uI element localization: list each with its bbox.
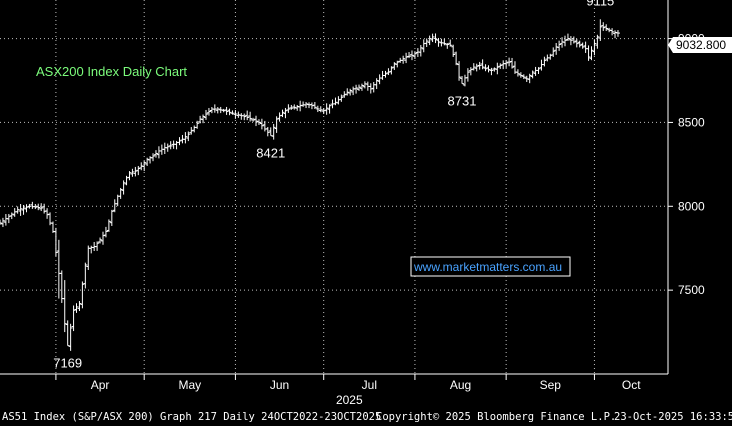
- x-tick-label: Apr: [91, 378, 110, 392]
- last-price-tag: 9032.800: [668, 37, 732, 53]
- x-tick-label: Oct: [622, 378, 641, 392]
- chart-labels: 7500800085009000AprMayJunJulAugSepOct202…: [53, 0, 705, 407]
- footer-timestamp: 23-Oct-2025 16:33:51: [614, 411, 732, 423]
- x-tick-label: May: [178, 378, 201, 392]
- annotation-label: 7169: [53, 356, 82, 371]
- watermark-box[interactable]: www.marketmatters.com.au: [410, 256, 571, 277]
- x-year-label: 2025: [336, 393, 363, 407]
- y-tick-label: 7500: [678, 283, 705, 297]
- y-tick-label: 8500: [678, 115, 705, 129]
- annotation-label: 9115: [586, 0, 614, 8]
- last-price-label: 9032.800: [676, 38, 726, 52]
- x-tick-label: Sep: [540, 378, 562, 392]
- watermark-link[interactable]: www.marketmatters.com.au: [413, 260, 562, 274]
- chart-axes: [0, 0, 673, 380]
- footer-copyright: Copyright© 2025 Bloomberg Finance L.P.: [376, 411, 617, 423]
- annotation-label: 8731: [448, 94, 477, 109]
- chart-title: ASX200 Index Daily Chart: [36, 64, 187, 79]
- footer-security: AS51 Index (S&P/ASX 200) Graph 217 Daily…: [2, 411, 382, 423]
- chart-footer: AS51 Index (S&P/ASX 200) Graph 217 Daily…: [0, 408, 732, 426]
- ohlc-series: [0, 19, 620, 351]
- y-tick-label: 8000: [678, 199, 705, 213]
- x-tick-label: Aug: [450, 378, 471, 392]
- x-tick-label: Jun: [270, 378, 289, 392]
- annotation-label: 8421: [256, 146, 285, 161]
- chart-grid: [0, 0, 668, 374]
- x-tick-label: Jul: [362, 378, 377, 392]
